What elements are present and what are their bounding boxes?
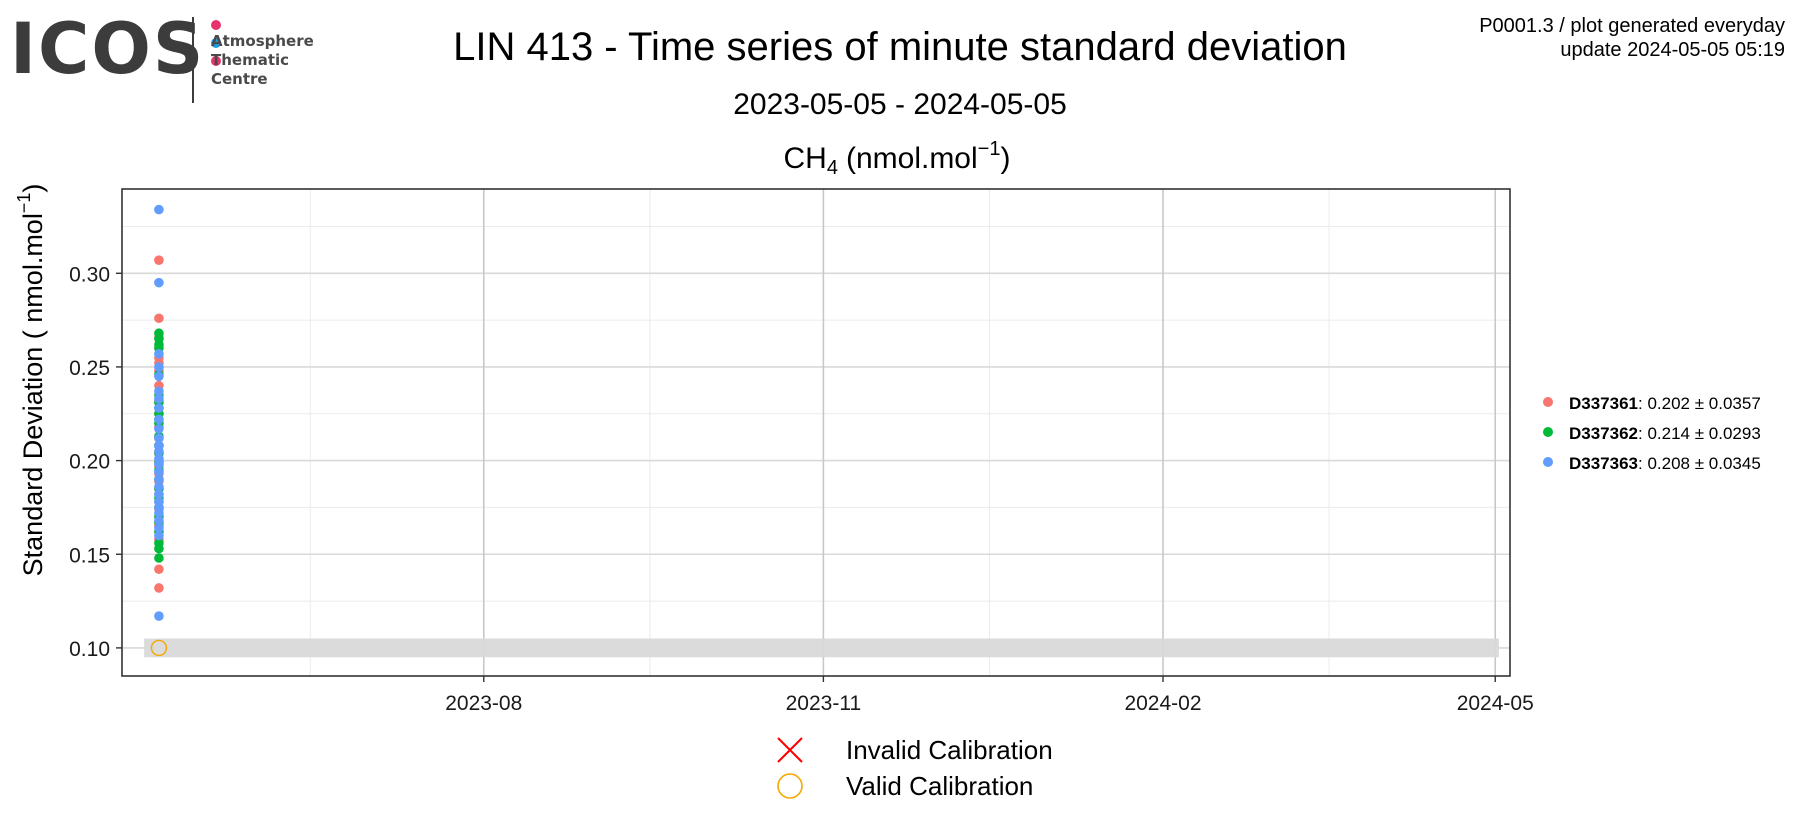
x-tick-label: 2024-02 bbox=[1124, 692, 1201, 715]
reference-band-rect bbox=[144, 638, 1499, 658]
chart-title-subscript: 4 bbox=[827, 157, 838, 179]
chart-title-superscript: −1 bbox=[978, 138, 1001, 160]
y-axis-label-close: ) bbox=[18, 184, 48, 193]
legend-marker-d337361 bbox=[1543, 397, 1553, 407]
logo-line-2: Thematic bbox=[211, 51, 290, 69]
data-point-d337363 bbox=[154, 523, 164, 533]
invalid-calibration-label: Invalid Calibration bbox=[846, 735, 1053, 765]
data-points bbox=[150, 204, 168, 657]
data-point-d337361 bbox=[154, 313, 164, 324]
y-axis-label-text: Standard Deviation ( nmol.mol bbox=[18, 213, 48, 576]
legend-series-stats: : 0.208 ± 0.0345 bbox=[1638, 454, 1761, 473]
circle-stroke bbox=[777, 773, 803, 799]
chart-title-unit: (nmol.mol bbox=[846, 142, 978, 175]
data-point-d337363 bbox=[154, 414, 164, 425]
data-point-d337363 bbox=[154, 459, 164, 470]
data-point-d337361 bbox=[154, 255, 164, 265]
x-tick-label: 2023-11 bbox=[786, 692, 862, 715]
legend-series-name: D337361 bbox=[1569, 394, 1638, 413]
data-point-d337363 bbox=[154, 403, 164, 413]
y-tick-label: 0.25 bbox=[69, 357, 110, 380]
data-point-d337363 bbox=[154, 489, 164, 500]
data-point-d337362 bbox=[154, 543, 164, 554]
x-tick-label: 2023-08 bbox=[445, 692, 522, 715]
legend-series-stats: : 0.202 ± 0.0357 bbox=[1638, 394, 1761, 413]
calibration-legend: Invalid Calibration Valid Calibration bbox=[770, 732, 1090, 804]
plot-panel-border bbox=[121, 188, 1511, 677]
logo-line-3: Centre bbox=[211, 70, 268, 88]
legend-valid-calibration: Valid Calibration bbox=[770, 768, 1090, 804]
data-point-d337363 bbox=[154, 386, 164, 397]
legend-entry-d337361: D337361: 0.202 ± 0.0357 bbox=[1569, 394, 1761, 413]
y-tick-label: 0.30 bbox=[69, 263, 110, 286]
data-point-d337363 bbox=[154, 467, 164, 477]
data-point-d337363 bbox=[154, 508, 164, 518]
valid-calibration-point bbox=[150, 639, 168, 657]
logo-dot bbox=[211, 38, 221, 48]
legend-series-stats: : 0.214 ± 0.0293 bbox=[1638, 424, 1761, 443]
data-point-d337363 bbox=[154, 393, 164, 404]
legend-marker-d337363 bbox=[1543, 457, 1553, 467]
data-point-d337363 bbox=[154, 611, 164, 621]
data-point-d337363 bbox=[154, 349, 164, 359]
meta-line-1: P0001.3 / plot generated everyday bbox=[1479, 15, 1785, 37]
data-point-d337363 bbox=[154, 362, 164, 372]
valid-calibration-label: Valid Calibration bbox=[846, 771, 1034, 801]
reference-band bbox=[144, 638, 1499, 658]
data-point-d337361 bbox=[154, 564, 164, 575]
logo-line-1: Atmosphere bbox=[211, 32, 314, 50]
data-point-d337363 bbox=[154, 371, 164, 382]
data-point-d337363 bbox=[154, 515, 164, 526]
data-point-d337363 bbox=[154, 530, 164, 541]
legend-entry-d337363: D337363: 0.208 ± 0.0345 bbox=[1569, 454, 1761, 473]
legend-series-name: D337363 bbox=[1569, 454, 1638, 473]
data-point-d337363 bbox=[154, 423, 164, 434]
data-point-d337361 bbox=[154, 583, 164, 593]
logo-caption: Atmosphere Thematic Centre bbox=[211, 32, 314, 89]
data-point-d337362 bbox=[154, 553, 164, 563]
logo-dot bbox=[211, 20, 221, 30]
logo-dots bbox=[211, 17, 225, 66]
data-point-d337363 bbox=[154, 277, 164, 288]
legend-series-name: D337362 bbox=[1569, 424, 1638, 443]
data-point-d337363 bbox=[154, 482, 164, 492]
valid-calibration-circle-icon bbox=[777, 773, 803, 799]
logo-dot bbox=[211, 56, 221, 66]
chart-title-close: ) bbox=[1000, 142, 1010, 175]
x-tick-label: 2024-05 bbox=[1457, 692, 1534, 715]
data-point-d337363 bbox=[154, 474, 164, 485]
legend-invalid-calibration: Invalid Calibration bbox=[770, 732, 1090, 768]
y-tick-label: 0.15 bbox=[69, 544, 110, 567]
legend-entry-d337362: D337362: 0.214 ± 0.0293 bbox=[1569, 424, 1761, 443]
axes: 0.10 0.15 0.20 0.25 0.30 2023-08 2023-11 2024-0… bbox=[69, 188, 1534, 715]
data-point-d337363 bbox=[154, 433, 164, 443]
y-axis-label: Standard Deviation ( nmol.mol−1) bbox=[14, 184, 48, 577]
y-tick-label: 0.20 bbox=[69, 451, 110, 474]
y-tick-label: 0.10 bbox=[69, 638, 110, 661]
chart-title-species: CH bbox=[784, 142, 827, 175]
grid bbox=[122, 189, 1510, 676]
data-point-d337363 bbox=[154, 204, 164, 215]
y-axis-label-sup: −1 bbox=[14, 193, 34, 214]
page-title: LIN 413 - Time series of minute standard… bbox=[453, 25, 1347, 69]
logo-wordmark: ICOS bbox=[10, 8, 206, 90]
chart-title: CH4 (nmol.mol−1) bbox=[784, 138, 1011, 179]
x-stroke bbox=[777, 737, 803, 763]
meta-line-2: update 2024-05-05 05:19 bbox=[1560, 39, 1785, 61]
logo-divider bbox=[192, 17, 194, 103]
date-range-subtitle: 2023-05-05 - 2024-05-05 bbox=[733, 88, 1067, 121]
plot-meta: P0001.3 / plot generated everyday update… bbox=[1479, 14, 1785, 62]
invalid-calibration-x-icon bbox=[777, 737, 803, 763]
data-point-d337363 bbox=[154, 446, 164, 457]
legend-marker-d337362 bbox=[1543, 427, 1553, 437]
